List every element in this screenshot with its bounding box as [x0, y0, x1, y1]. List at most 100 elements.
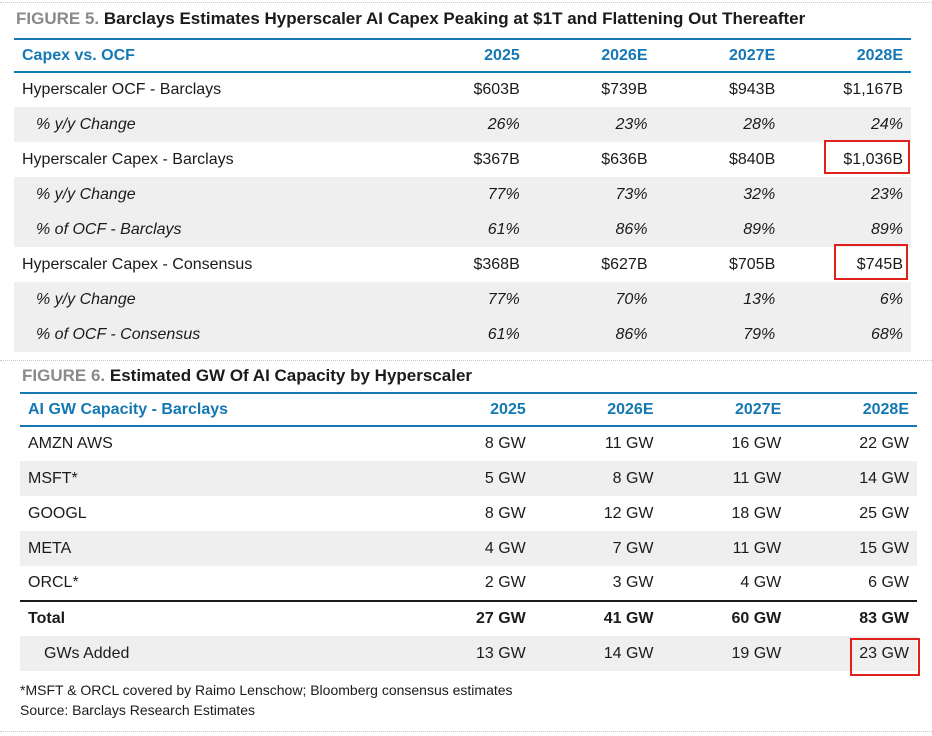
row-label: Hyperscaler Capex - Barclays — [22, 150, 234, 168]
table-cell: 6% — [783, 282, 911, 317]
table-cell: $1,167B — [843, 81, 903, 98]
table-cell: 32% — [655, 177, 784, 212]
table-cell: $603B — [473, 81, 520, 98]
table-row: Hyperscaler Capex - Consensus $368B $627… — [14, 247, 911, 282]
row-label: Hyperscaler OCF - Barclays — [22, 81, 222, 98]
dotted-rule — [0, 360, 932, 361]
table-cell: $367B — [473, 150, 520, 168]
table-cell: 60 GW — [661, 600, 790, 636]
figure6-label: FIGURE 6. — [22, 366, 106, 385]
table-row: % y/y Change 26% 23% 28% 24% — [14, 107, 911, 142]
table-cell: 73% — [527, 177, 656, 212]
row-label: % of OCF - Consensus — [14, 317, 400, 352]
table-cell: 19 GW — [661, 636, 790, 671]
table-row: % y/y Change 77% 70% 13% 6% — [14, 282, 911, 317]
figure6-title: FIGURE 6. Estimated GW Of AI Capacity by… — [22, 366, 472, 386]
row-label: GOOGL — [28, 504, 87, 522]
footnote: *MSFT & ORCL covered by Raimo Lenschow; … — [20, 682, 513, 698]
highlight-box — [824, 140, 910, 174]
figure6-title-text: Estimated GW Of AI Capacity by Hyperscal… — [109, 366, 473, 385]
table-cell: 8 GW — [484, 504, 526, 522]
column-header: 2026E — [527, 38, 656, 73]
table-cell: 83 GW — [789, 600, 917, 636]
dotted-rule — [0, 731, 932, 732]
table-cell: $627B — [601, 255, 648, 273]
table-cell: 23 GW — [789, 636, 917, 671]
table-cell: 14 GW — [533, 636, 662, 671]
table-cell: 13% — [655, 282, 784, 317]
table-cell: 23% — [527, 107, 656, 142]
table-cell: 4 GW — [406, 531, 534, 566]
column-header: Capex vs. OCF — [14, 38, 400, 73]
column-header: AI GW Capacity - Barclays — [20, 392, 406, 427]
row-label: % y/y Change — [14, 177, 400, 212]
table-header-row: Capex vs. OCF 2025 2026E 2027E 2028E — [14, 38, 911, 73]
table-cell: 7 GW — [533, 531, 662, 566]
table-cell: 12 GW — [603, 504, 654, 522]
table-row: Hyperscaler OCF - Barclays $603B $739B $… — [14, 72, 911, 107]
table-row: Hyperscaler Capex - Barclays $367B $636B… — [14, 142, 911, 177]
table-cell: 70% — [527, 282, 656, 317]
table-row: AMZN AWS 8 GW 11 GW 16 GW 22 GW — [20, 426, 917, 461]
column-header: 2025 — [400, 38, 528, 73]
table-row: ORCL* 2 GW 3 GW 4 GW 6 GW — [20, 566, 917, 601]
table-cell: 11 GW — [604, 435, 654, 452]
table-cell: 14 GW — [789, 461, 917, 496]
table-cell: 26% — [400, 107, 528, 142]
row-label: % of OCF - Barclays — [14, 212, 400, 247]
highlight-box — [834, 244, 908, 280]
table-cell: 11 GW — [661, 461, 790, 496]
table-cell: 89% — [655, 212, 784, 247]
table-cell: $636B — [601, 150, 648, 168]
capex-vs-ocf-table: Capex vs. OCF 2025 2026E 2027E 2028E Hyp… — [14, 38, 911, 352]
column-header: 2027E — [661, 392, 790, 427]
table-row: % of OCF - Barclays 61% 86% 89% 89% — [14, 212, 911, 247]
table-cell: 11 GW — [661, 531, 790, 566]
table-cell: 86% — [527, 317, 656, 352]
figure5-title-text: Barclays Estimates Hyperscaler AI Capex … — [103, 9, 806, 28]
table-cell: 18 GW — [731, 504, 782, 522]
column-header: 2028E — [783, 38, 911, 73]
column-header: 2028E — [789, 392, 917, 427]
row-label: AMZN AWS — [28, 435, 113, 452]
table-cell: 3 GW — [612, 574, 654, 591]
table-cell: 15 GW — [789, 531, 917, 566]
total-row: Total 27 GW 41 GW 60 GW 83 GW — [20, 600, 917, 636]
table-cell: 61% — [400, 317, 528, 352]
table-row: % of OCF - Consensus 61% 86% 79% 68% — [14, 317, 911, 352]
row-label: Total — [20, 600, 406, 636]
source-note: Source: Barclays Research Estimates — [20, 702, 255, 718]
table-cell: 27 GW — [406, 600, 534, 636]
row-label: % y/y Change — [14, 107, 400, 142]
table-cell: 77% — [400, 282, 528, 317]
gw-capacity-table: AI GW Capacity - Barclays 2025 2026E 202… — [20, 392, 917, 671]
dotted-rule — [0, 2, 932, 3]
column-header: 2025 — [406, 392, 534, 427]
table-cell: 24% — [783, 107, 911, 142]
table-cell: 68% — [783, 317, 911, 352]
figure5-title: FIGURE 5. Barclays Estimates Hyperscaler… — [16, 9, 805, 29]
table-row: % y/y Change 77% 73% 32% 23% — [14, 177, 911, 212]
table-cell: 22 GW — [859, 435, 909, 452]
table-row: GOOGL 8 GW 12 GW 18 GW 25 GW — [20, 496, 917, 531]
table-row: META 4 GW 7 GW 11 GW 15 GW — [20, 531, 917, 566]
row-label: META — [20, 531, 406, 566]
table-cell: 16 GW — [731, 435, 782, 452]
table-row: MSFT* 5 GW 8 GW 11 GW 14 GW — [20, 461, 917, 496]
table-cell: 89% — [783, 212, 911, 247]
table-cell: 8 GW — [484, 435, 526, 452]
table-cell: 86% — [527, 212, 656, 247]
column-header: 2027E — [655, 38, 784, 73]
table-cell: 79% — [655, 317, 784, 352]
table-cell: $840B — [728, 150, 776, 168]
figure5-label: FIGURE 5. — [16, 9, 100, 28]
table-cell: 23% — [783, 177, 911, 212]
table-cell: 13 GW — [406, 636, 534, 671]
table-cell: 6 GW — [868, 574, 909, 591]
table-cell: 41 GW — [533, 600, 662, 636]
table-cell: 61% — [400, 212, 528, 247]
table-cell: $739B — [601, 81, 648, 98]
table-cell: $745B — [856, 255, 903, 273]
row-label: Hyperscaler Capex - Consensus — [22, 255, 253, 273]
highlight-box — [850, 638, 920, 676]
